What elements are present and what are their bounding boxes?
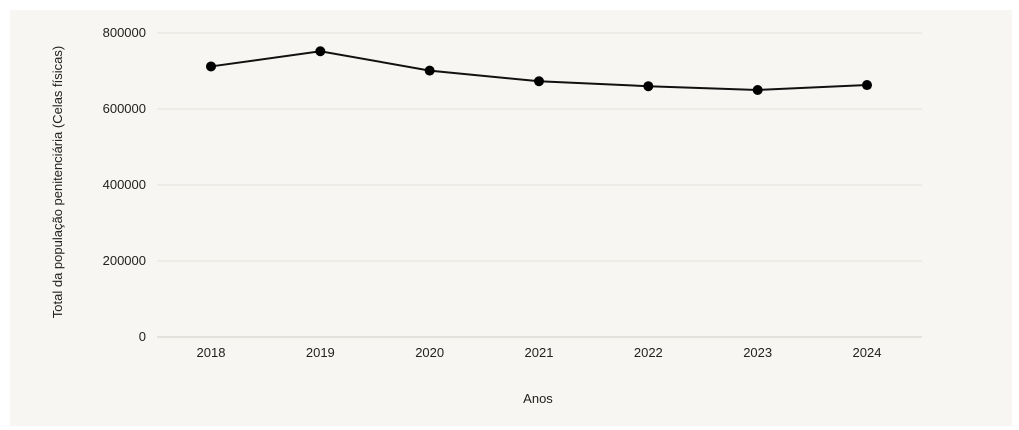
x-tick-label: 2022	[634, 345, 663, 360]
data-point	[424, 65, 435, 76]
y-tick-label: 600000	[103, 101, 146, 116]
y-axis-ticks: 0 200000 400000 600000 800000	[103, 25, 146, 344]
series	[206, 46, 872, 95]
y-tick-label: 800000	[103, 25, 146, 40]
data-point	[752, 85, 763, 95]
data-point	[315, 46, 326, 57]
x-tick-label: 2018	[197, 345, 226, 360]
x-axis-title: Anos	[523, 391, 553, 406]
chart-panel: 0 200000 400000 600000 800000 2018 2019 2020 20…	[10, 10, 1012, 426]
x-tick-label: 2021	[525, 345, 554, 360]
y-tick-label: 0	[139, 329, 146, 344]
y-axis-title: Total da população penitenciária (Celas …	[50, 46, 65, 318]
x-tick-label: 2023	[743, 345, 772, 360]
x-axis-ticks: 2018 2019 2020 2021 2022 2023 2024	[197, 345, 882, 360]
y-tick-label: 200000	[103, 253, 146, 268]
x-tick-label: 2019	[306, 345, 335, 360]
y-tick-label: 400000	[103, 177, 146, 192]
data-point	[206, 61, 216, 72]
x-tick-label: 2024	[853, 345, 882, 360]
x-tick-label: 2020	[415, 345, 444, 360]
data-point	[534, 76, 544, 87]
data-point	[643, 81, 654, 92]
gridlines	[157, 32, 922, 338]
data-point	[862, 80, 872, 91]
